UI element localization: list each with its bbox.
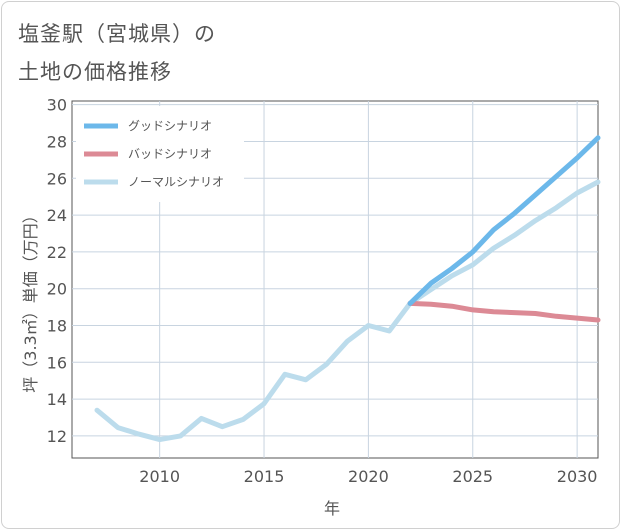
legend-label-1: バッドシナリオ <box>128 147 212 161</box>
chart-title-line-2: 土地の価格推移 <box>18 60 172 84</box>
y-tick-label-16: 16 <box>47 353 67 372</box>
y-tick-label-20: 20 <box>47 280 67 299</box>
y-tick-label-18: 18 <box>47 317 67 336</box>
y-tick-label-26: 26 <box>47 169 67 188</box>
y-tick-label-12: 12 <box>47 427 67 446</box>
x-tick-label-2025: 2025 <box>452 467 493 486</box>
y-tick-label-14: 14 <box>47 390 67 409</box>
x-axis-label: 年 <box>324 499 340 518</box>
series-group <box>94 135 601 443</box>
legend-label-2: ノーマルシナリオ <box>128 175 224 189</box>
y-tick-label-30: 30 <box>47 96 67 115</box>
x-tick-label-2015: 2015 <box>244 467 285 486</box>
y-tick-label-24: 24 <box>47 206 67 225</box>
y-tick-label-28: 28 <box>47 132 67 151</box>
y-axis-label: 坪（3.3㎡）単価（万円） <box>21 207 40 392</box>
series-line-1 <box>407 300 601 323</box>
chart-title-line-1: 塩釜駅（宮城県）の <box>18 22 216 46</box>
y-tick-label-22: 22 <box>47 243 67 262</box>
x-tick-label-2030: 2030 <box>557 467 598 486</box>
x-tick-label-2020: 2020 <box>348 467 389 486</box>
series-line-2 <box>94 179 601 443</box>
tick-labels: 2010 2015 2020 2025 2030 12 14 16 18 20 22 24 26 28 30 <box>47 96 598 486</box>
series-line-0 <box>407 135 601 306</box>
grid <box>72 101 598 458</box>
legend-label-0: グッドシナリオ <box>128 119 212 133</box>
x-tick-label-2010: 2010 <box>139 467 180 486</box>
